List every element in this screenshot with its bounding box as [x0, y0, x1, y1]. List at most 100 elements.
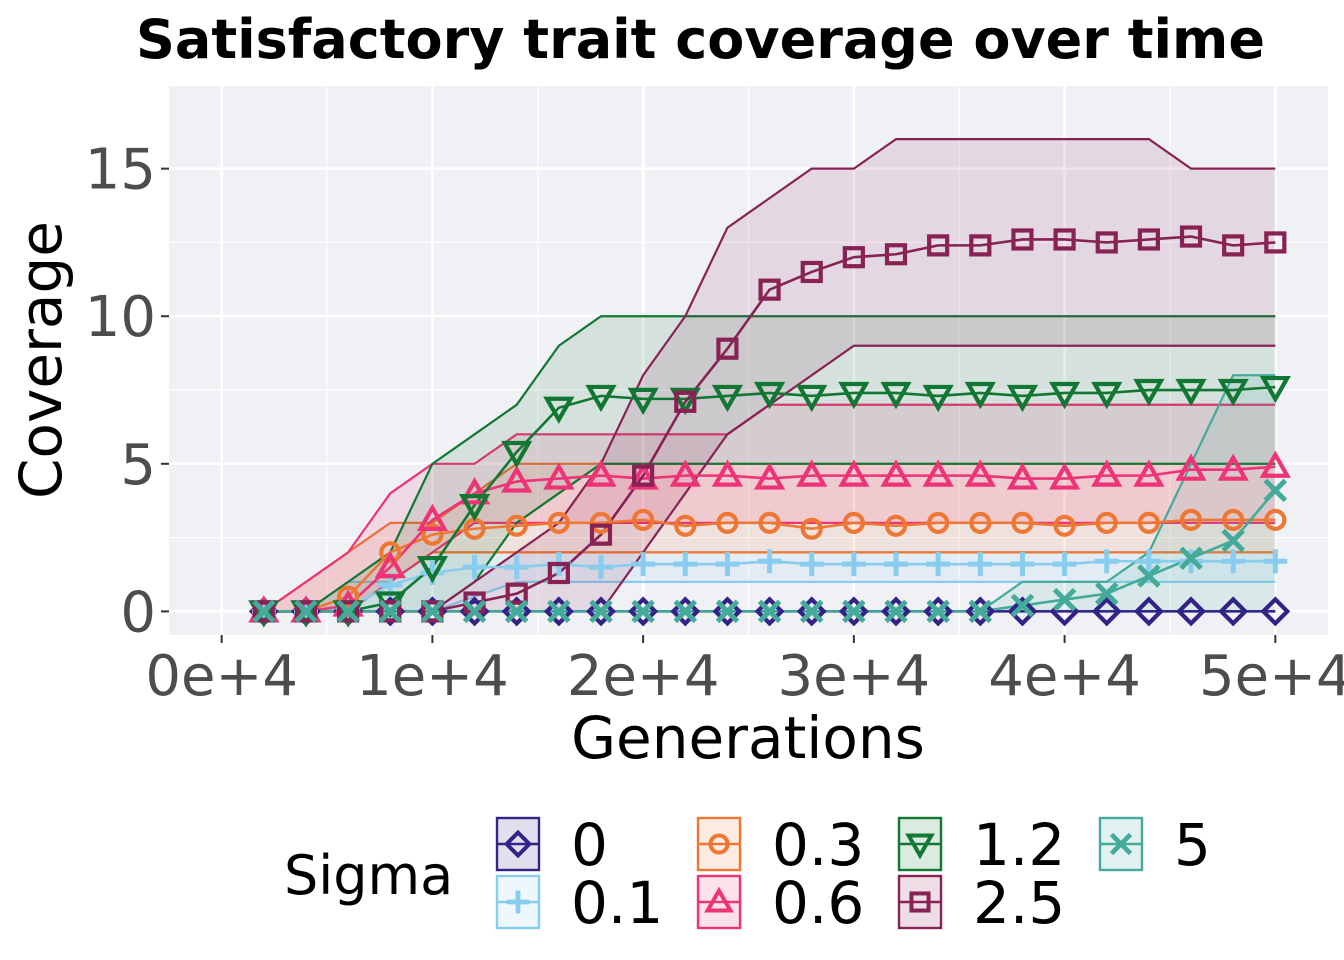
data-point-0.1: [1136, 549, 1161, 574]
data-point-0.1: [673, 552, 698, 577]
legend-marker-1.2: [905, 833, 935, 860]
data-point-0: [1091, 596, 1122, 627]
data-point-5: [842, 599, 866, 624]
data-point-0.3: [884, 514, 908, 537]
data-point-0.1: [926, 552, 951, 577]
data-point-0.1: [968, 552, 993, 577]
data-point-0.6: [922, 459, 954, 487]
data-point-0: [965, 596, 996, 627]
legend-marker-0.1: [506, 890, 530, 914]
data-point-0.6: [1175, 453, 1207, 481]
data-point-0.1: [757, 549, 782, 574]
data-point-0.1: [462, 555, 487, 580]
data-point-0.6: [880, 459, 912, 487]
data-point-0.6: [543, 462, 575, 490]
data-point-2.5: [294, 600, 318, 623]
ribbon-2.5: [263, 139, 1276, 612]
data-point-0: [670, 596, 701, 627]
x-tick-label: 1e+4: [356, 644, 509, 709]
data-point-2.5: [927, 234, 950, 257]
mean-line-0.6: [263, 465, 1276, 613]
data-point-1.2: [1006, 384, 1039, 413]
data-point-1.2: [922, 384, 954, 413]
legend-key-0.3: [696, 816, 742, 872]
data-point-2.5: [884, 243, 908, 266]
legend-marker-0.6: [704, 886, 734, 913]
data-point-0.3: [674, 514, 697, 537]
data-point-0.3: [758, 511, 781, 534]
legend-key-0: [495, 816, 541, 872]
data-point-1.2: [416, 556, 449, 584]
data-point-1.2: [711, 384, 744, 413]
data-point-0.1: [631, 552, 656, 577]
data-point-2.5: [969, 234, 992, 257]
data-point-5: [420, 599, 445, 624]
x-tick-label: 0e+4: [145, 644, 298, 709]
data-point-2.5: [337, 600, 360, 623]
data-point-5: [336, 599, 360, 624]
data-point-0.3: [337, 585, 360, 608]
data-point-0.6: [501, 465, 533, 493]
legend: Sigma 00.1 0.30.6 1.22.5 5: [284, 811, 1211, 937]
data-point-5: [799, 599, 824, 624]
data-point-0.3: [1095, 511, 1118, 534]
data-point-5: [1052, 587, 1077, 612]
data-point-5: [1094, 581, 1119, 606]
data-point-0.1: [504, 555, 529, 580]
data-point-5: [631, 599, 655, 624]
data-point-0.3: [632, 508, 655, 531]
legend-key-0.1: [495, 874, 541, 930]
data-point-0.1: [1263, 549, 1288, 574]
data-point-2.5: [674, 390, 697, 413]
data-point-0: [796, 596, 827, 627]
data-point-0.3: [1011, 511, 1034, 534]
ribbon-5: [263, 375, 1276, 612]
data-point-0.6: [1217, 453, 1249, 481]
data-point-5: [462, 599, 487, 624]
y-axis: 0 5 10 15: [85, 138, 169, 645]
data-point-0: [628, 596, 659, 627]
data-point-1.2: [880, 381, 912, 410]
data-point-5: [926, 599, 950, 624]
data-point-2.5: [547, 561, 570, 585]
data-point-1.2: [627, 387, 659, 416]
data-point-0.3: [716, 511, 739, 534]
data-point-5: [1010, 593, 1035, 618]
data-point-2.5: [1011, 228, 1034, 251]
legend-marker-2.5: [909, 891, 931, 913]
data-point-5: [1137, 564, 1161, 588]
data-point-5: [757, 599, 782, 624]
data-point-0.6: [585, 459, 617, 487]
x-axis-title: Generations: [571, 704, 925, 772]
data-point-1.2: [796, 384, 828, 413]
data-point-1.2: [1217, 378, 1249, 407]
data-point-0: [586, 596, 616, 627]
data-point-5: [968, 599, 993, 624]
legend-label-5: 5: [1174, 811, 1211, 879]
x-tick-label: 3e+4: [778, 644, 931, 709]
data-point-2.5: [842, 246, 865, 269]
mean-line-0.3: [263, 518, 1276, 613]
data-point-2.5: [1053, 228, 1076, 251]
data-point-0.3: [1137, 511, 1160, 534]
data-point-2.5: [716, 337, 739, 360]
data-point-0.1: [1221, 549, 1246, 574]
data-point-5: [547, 599, 571, 624]
data-point-0.3: [800, 517, 823, 540]
data-point-1.2: [1133, 378, 1165, 407]
legend-key-5: [1098, 816, 1144, 872]
data-point-0.6: [1006, 462, 1039, 490]
data-point-0: [1260, 596, 1291, 627]
data-point-0.3: [842, 511, 865, 534]
data-point-2.5: [1222, 234, 1245, 257]
data-point-0.3: [1222, 508, 1245, 531]
data-point-2.5: [421, 600, 444, 623]
data-point-0.6: [627, 462, 659, 490]
y-tick-label: 0: [120, 580, 156, 645]
legend-label-0: 0: [571, 811, 608, 879]
data-point-0: [1218, 596, 1249, 627]
data-point-5: [294, 599, 318, 624]
data-point-0.3: [547, 511, 570, 534]
data-point-1.2: [964, 381, 996, 410]
